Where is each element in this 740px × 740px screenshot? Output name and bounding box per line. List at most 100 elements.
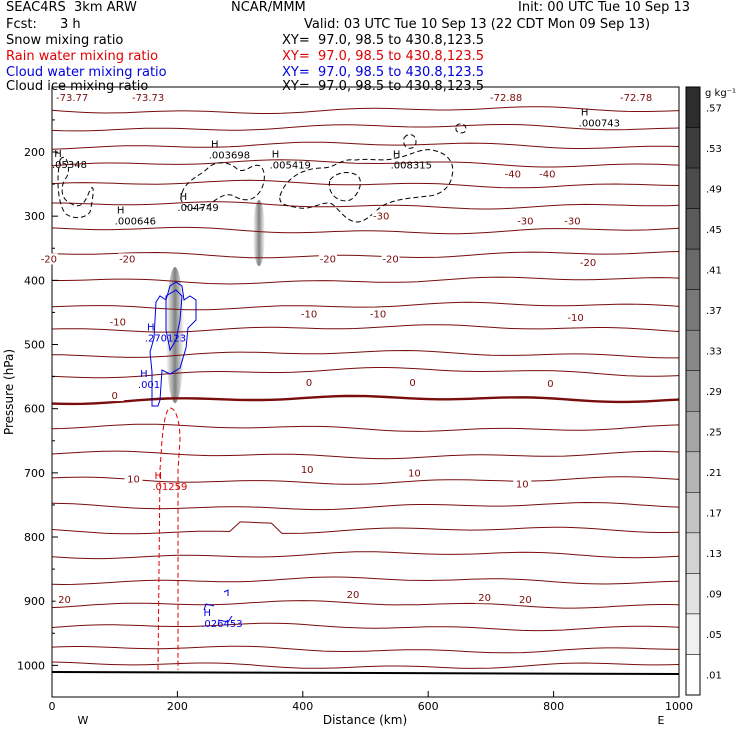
temperature-label: 20 [519, 595, 532, 606]
temperature-label-bg [403, 377, 422, 389]
top-label-2: -73.73 [132, 93, 164, 104]
rain-contour [157, 407, 181, 671]
high-marker: H [581, 107, 589, 118]
colorbar-swatch [685, 654, 701, 696]
high-value-label: .01259 [152, 482, 187, 493]
temperature-label: 10 [127, 474, 140, 485]
temperature-line [52, 201, 680, 210]
temperature-line [51, 476, 680, 485]
temperature-label: -40 [539, 170, 555, 181]
high-value-label: .004749 [177, 203, 218, 214]
temperature-label-bg [372, 210, 391, 222]
cloud-water-contours [149, 281, 233, 623]
colorbar-tick-label: .01 [706, 671, 722, 682]
high-marker: H [211, 139, 219, 150]
temperature-line [51, 450, 680, 460]
temperature-label: -30 [373, 211, 389, 222]
temperature-label: 10 [301, 465, 314, 476]
temperature-label-bg [300, 308, 319, 320]
field-name-rain: Rain water mixing ratio [6, 49, 159, 64]
colorbar-tick-label: .13 [706, 549, 722, 560]
high-marker: H [272, 150, 280, 161]
temperature-line [51, 106, 680, 114]
colorbar-tick-label: .09 [706, 590, 722, 601]
colorbar-tick-label: .25 [706, 428, 722, 439]
temperature-label-bg [369, 308, 388, 320]
temperature-label-bg [298, 463, 317, 475]
colorbar-swatch [685, 613, 701, 655]
temperature-line [51, 622, 680, 632]
colorbar-frame [685, 86, 701, 696]
header-init: Init: 00 UTC Tue 10 Sep 13 [518, 0, 691, 15]
colorbar-tick-label: .41 [706, 265, 722, 276]
colorbar-swatch [685, 451, 701, 493]
colorbar-swatch [685, 127, 701, 169]
contour-labels: -40 -40 -30 -30 -30 -20 -20 -20 -20 -20 -10 -10 -10 -… [39, 107, 620, 630]
cloud-water-inner [165, 289, 183, 352]
temperature-label-bg [541, 377, 560, 389]
temperature-label: 10 [408, 469, 421, 480]
high-marker: H [393, 150, 401, 161]
temperature-line [51, 179, 680, 189]
temperature-line [51, 124, 680, 132]
y-tick-label: 700 [24, 467, 45, 480]
temperature-line [51, 159, 680, 168]
colorbar-tick-label: .57 [706, 103, 722, 114]
temperature-label: -20 [41, 254, 57, 265]
colorbar-swatch [685, 208, 701, 250]
field-xy-cloud-water: XY= 97.0, 98.5 to 430.8,123.5 [282, 65, 485, 80]
temperature-line [51, 645, 680, 654]
colorbar-swatch [685, 86, 701, 128]
colorbar-swatch [685, 532, 701, 574]
colorbar-swatch [685, 167, 701, 209]
top-label-1: -73.77 [56, 93, 88, 104]
high-value-label: .003698 [209, 150, 250, 161]
colorbar-tick-label: .49 [706, 184, 722, 195]
temperature-line [51, 251, 680, 259]
temperature-label-bg [516, 215, 535, 227]
colorbar-swatch [685, 370, 701, 412]
temperature-line [51, 551, 680, 560]
temperature-label: -10 [301, 310, 317, 321]
axes-layer: 0 200 400 600 800 100020030040050060070080090… [17, 119, 693, 713]
temperature-line [51, 501, 680, 511]
temperature-line [51, 324, 680, 333]
snow-contour-small [403, 134, 417, 149]
temperature-line [51, 661, 680, 669]
high-marker: H [140, 369, 148, 380]
field-xy-snow: XY= 97.0, 98.5 to 430.8,123.5 [282, 33, 485, 48]
header-model: SEAC4RS 3km ARW [6, 0, 137, 15]
field-xy-rain: XY= 97.0, 98.5 to 430.8,123.5 [282, 49, 485, 64]
x-tick-label: 200 [167, 700, 188, 713]
temperature-label-bg [475, 592, 494, 604]
colorbar-tick-label: .29 [706, 387, 722, 398]
colorbar-swatch [685, 248, 701, 290]
temperature-line [51, 423, 680, 432]
temperature-label-bg [39, 253, 58, 265]
temperature-label-bg [516, 594, 535, 606]
high-marker: H [203, 608, 211, 619]
cloud-water-outer [149, 281, 197, 407]
shading-layer [166, 200, 265, 403]
temperature-label-bg [563, 215, 582, 227]
temperature-label: -10 [110, 317, 126, 328]
temperature-label: 10 [516, 480, 529, 491]
header-fcst-label: Fcst: [6, 17, 37, 32]
temperature-label-bg [503, 168, 522, 180]
cloud-water-low [203, 589, 233, 623]
colorbar-swatch [685, 573, 701, 615]
top-label-3: -72.88 [490, 93, 522, 104]
high-marker: H [54, 149, 62, 160]
y-tick-label: 600 [24, 403, 45, 416]
temperature-line [51, 226, 680, 235]
y-tick-label: 200 [24, 146, 45, 159]
temperature-label-bg [124, 473, 143, 485]
temperature-label-bg [300, 377, 319, 389]
temperature-label-bg [118, 253, 137, 265]
high-value-label: .000646 [115, 217, 156, 228]
snow-contour-west [57, 156, 94, 219]
x-tick-label: 400 [292, 700, 313, 713]
temperature-label: -10 [567, 313, 583, 324]
colorbar-tick-label: .17 [706, 509, 722, 520]
